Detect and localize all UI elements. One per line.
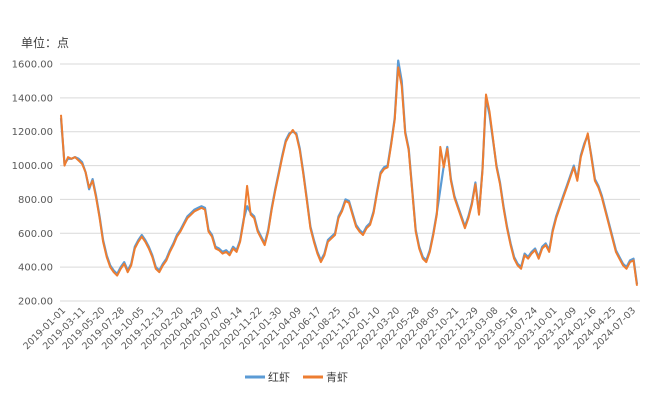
- legend: 红虾 青虾: [245, 371, 348, 384]
- unit-label: 单位：点: [21, 36, 70, 50]
- series-line-1: [60, 66, 638, 286]
- y-tick-label: 1200.00: [12, 127, 53, 138]
- series-lines: [59, 59, 639, 286]
- y-tick-label: 600.00: [18, 229, 53, 240]
- y-axis-ticks: 200.00 400.00 600.00 800.00 1000.00 1200.00 14…: [12, 60, 53, 308]
- y-tick-label: 1000.00: [12, 161, 53, 172]
- y-tick-label: 1600.00: [12, 60, 53, 71]
- x-axis-ticks: 2019-01-012019-03-112019-05-202019-07-28…: [21, 305, 638, 352]
- y-tick-label: 400.00: [18, 263, 53, 274]
- series-line-0: [59, 59, 639, 285]
- y-tick-label: 200.00: [18, 297, 53, 308]
- y-tick-label: 800.00: [18, 195, 53, 206]
- gridlines: [60, 63, 640, 302]
- legend-label: 红虾: [268, 371, 290, 384]
- legend-label: 青虾: [326, 371, 348, 384]
- y-tick-label: 1400.00: [12, 93, 53, 104]
